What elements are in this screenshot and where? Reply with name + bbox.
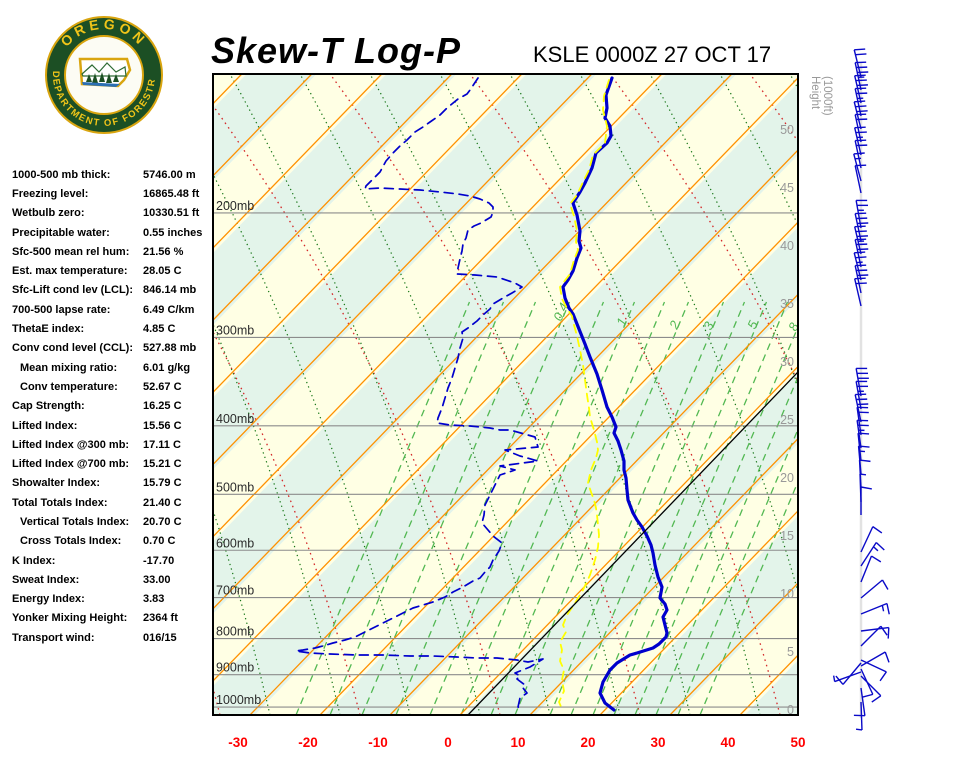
moist-adiabat-line <box>790 74 960 715</box>
wind-barb-tick <box>857 236 868 237</box>
wind-barb-tick <box>885 652 889 662</box>
wind-barb-tick <box>888 628 889 639</box>
wind-barb-tick <box>856 283 867 284</box>
height-label: 40 <box>780 239 794 253</box>
wind-barb-halftick <box>834 676 835 682</box>
pressure-label: 800mb <box>216 625 254 639</box>
height-label: 25 <box>780 413 794 427</box>
wind-barb-tick <box>857 111 868 112</box>
wind-barb-staff <box>861 676 881 696</box>
temperature-axis-label: 40 <box>720 735 735 750</box>
temperature-band <box>0 69 181 720</box>
wind-barb-staff <box>861 556 871 582</box>
wind-barb-tick <box>855 127 866 128</box>
isotherm-line <box>0 74 242 715</box>
moist-adiabat-line <box>0 74 60 715</box>
wind-barb-tick <box>855 75 866 76</box>
height-label: 15 <box>780 529 794 543</box>
wind-barb-tick <box>855 226 866 227</box>
wind-barb-tick <box>876 543 884 551</box>
temperature-axis-label: -20 <box>298 735 318 750</box>
moist-adiabat-line <box>0 74 130 715</box>
moist-adiabat-line <box>0 74 200 715</box>
wind-barb-tick <box>887 604 889 615</box>
pressure-label: 700mb <box>216 584 254 598</box>
height-label: 5 <box>787 645 794 659</box>
temperature-axis-label: 50 <box>790 735 805 750</box>
wind-barb-tick <box>882 580 888 590</box>
wind-barb-tick <box>854 252 865 253</box>
wind-barb-staff <box>835 672 861 682</box>
temperature-axis-label: -30 <box>228 735 248 750</box>
wind-barb-tick <box>859 446 870 447</box>
pressure-label: 600mb <box>216 536 254 550</box>
wind-barb-tick <box>871 556 880 562</box>
wind-barb-tick <box>873 527 882 533</box>
temperature-axis-label: 10 <box>510 735 525 750</box>
wind-barb-tick <box>856 80 867 81</box>
isotherm-line <box>810 74 960 715</box>
wind-barb-tick <box>857 85 868 86</box>
dry-adiabat-line <box>0 74 220 715</box>
wind-barb-staff <box>861 660 886 672</box>
wind-barb-tick <box>854 153 865 154</box>
wind-barb-tick <box>856 132 867 133</box>
moist-adiabat-line <box>860 74 960 715</box>
dry-adiabat-line <box>0 74 80 715</box>
wind-barb-halftick <box>855 158 861 159</box>
wind-barb-tick <box>855 106 866 107</box>
wind-barb-tick <box>855 54 866 55</box>
isotherm-line <box>0 74 102 715</box>
temperature-axis-label: 20 <box>580 735 595 750</box>
wind-barb-staff <box>861 527 873 552</box>
temperature-axis-label: 30 <box>650 735 665 750</box>
wind-barb-tick <box>854 101 865 102</box>
wind-barb-tick <box>854 49 865 50</box>
plot-area: 200mb 300mb 400mb 500mb 600mb 700mb 800mb 900mb… <box>0 69 960 720</box>
isotherm-line <box>0 74 172 715</box>
wind-barb-staff <box>861 702 862 730</box>
wind-barb-staff <box>861 652 885 666</box>
wind-barb-tick <box>880 672 886 681</box>
height-label: 30 <box>780 355 794 369</box>
wind-barb-halftick <box>859 451 865 452</box>
pressure-label: 300mb <box>216 323 254 337</box>
wind-barb-tick <box>862 694 873 697</box>
height-axis-title: Height(1000ft) <box>809 76 833 116</box>
height-label: 35 <box>780 297 794 311</box>
wind-barb-tick <box>855 278 866 279</box>
height-label: 20 <box>780 471 794 485</box>
height-label: 10 <box>780 587 794 601</box>
wind-barb-halftick <box>856 729 862 730</box>
temperature-axis-label: -10 <box>368 735 388 750</box>
height-label: 50 <box>780 123 794 137</box>
wind-barb-tick <box>858 433 869 434</box>
pressure-label: 900mb <box>216 661 254 675</box>
pressure-label: 200mb <box>216 199 254 213</box>
pressure-label: 500mb <box>216 480 254 494</box>
wind-barb-tick <box>872 696 881 702</box>
temperature-band <box>810 69 960 720</box>
height-label: 45 <box>780 181 794 195</box>
pressure-label: 400mb <box>216 412 254 426</box>
pressure-label: 1000mb <box>216 693 261 707</box>
wind-barb-tick <box>856 231 867 232</box>
wind-barb-staff <box>861 580 882 598</box>
wind-barb-halftick <box>860 474 866 475</box>
wind-barb-tick <box>861 487 872 489</box>
wind-barb-halftick <box>874 547 878 551</box>
wind-barb-tick <box>855 257 866 258</box>
temperature-axis-label: 0 <box>444 735 452 750</box>
wind-barb-halftick <box>882 605 883 611</box>
